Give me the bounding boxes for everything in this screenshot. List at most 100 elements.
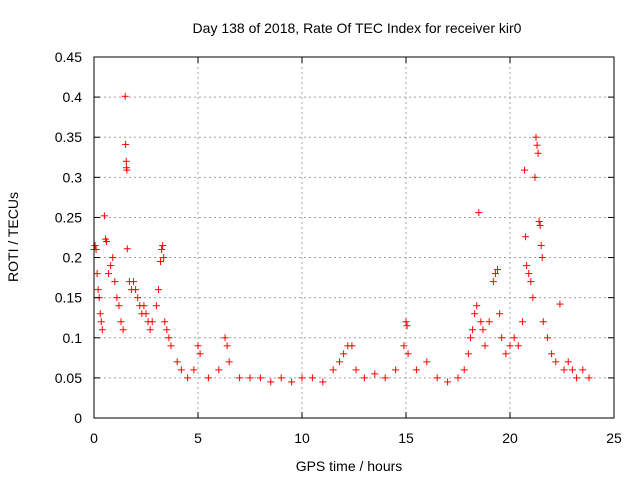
data-point <box>267 378 275 386</box>
y-tick-label: 0.15 <box>55 290 82 306</box>
data-point <box>163 326 171 334</box>
x-tick-label: 15 <box>398 430 414 446</box>
data-point <box>122 140 130 148</box>
data-point <box>160 254 168 262</box>
data-point <box>471 310 479 318</box>
data-point <box>158 246 166 254</box>
data-point <box>91 242 99 250</box>
data-point <box>477 318 485 326</box>
data-point <box>533 141 541 149</box>
data-point <box>165 334 173 342</box>
data-point <box>522 233 530 241</box>
y-tick-label: 0.3 <box>63 169 83 185</box>
data-point <box>167 342 175 350</box>
data-point <box>196 350 204 358</box>
grid-lines <box>94 57 614 418</box>
data-point <box>93 270 101 278</box>
data-point <box>552 358 560 366</box>
data-point <box>479 326 487 334</box>
data-point <box>221 334 229 342</box>
data-point <box>502 350 510 358</box>
x-axis-label: GPS time / hours <box>296 458 403 474</box>
data-point <box>371 370 379 378</box>
data-point <box>534 149 542 157</box>
data-point <box>404 350 412 358</box>
data-point <box>560 366 568 374</box>
data-point <box>402 318 410 326</box>
data-point <box>100 212 108 220</box>
data-point <box>152 302 160 310</box>
data-point <box>352 366 360 374</box>
data-point <box>535 217 543 225</box>
data-point <box>485 318 493 326</box>
data-point <box>454 374 462 382</box>
data-point <box>423 358 431 366</box>
data-point <box>157 258 165 266</box>
data-point <box>288 378 296 386</box>
data-point <box>117 318 125 326</box>
data-point <box>464 350 472 358</box>
data-point <box>97 318 105 326</box>
data-point <box>94 286 102 294</box>
data-point <box>98 326 106 334</box>
data-point <box>498 334 506 342</box>
data-point <box>564 358 572 366</box>
data-point <box>107 262 115 270</box>
data-point <box>215 366 223 374</box>
data-point <box>130 278 138 286</box>
data-point <box>527 278 535 286</box>
data-point <box>539 318 547 326</box>
y-tick-label: 0.05 <box>55 370 82 386</box>
data-point <box>256 374 264 382</box>
data-point <box>381 374 389 382</box>
data-point <box>298 374 306 382</box>
data-point <box>123 245 131 253</box>
data-point <box>543 334 551 342</box>
data-point <box>573 374 581 382</box>
data-point <box>109 254 117 262</box>
y-tick-label: 0.25 <box>55 209 82 225</box>
data-point <box>119 326 127 334</box>
x-tick-label: 10 <box>294 430 310 446</box>
x-tick-label: 20 <box>502 430 518 446</box>
data-point <box>489 278 497 286</box>
data-point <box>444 378 452 386</box>
data-point <box>132 286 140 294</box>
data-point <box>190 366 198 374</box>
data-point <box>579 366 587 374</box>
data-point <box>329 366 337 374</box>
y-tick-label: 0.2 <box>63 250 83 266</box>
data-point <box>568 366 576 374</box>
axis-ticks: 0 5 10 15 20 25 0 0.05 0.1 0.15 0.2 0.25 0.3 0.35 0.4 0… <box>55 49 622 446</box>
data-point <box>412 366 420 374</box>
data-point <box>134 294 142 302</box>
y-tick-label: 0.35 <box>55 129 82 145</box>
data-point <box>319 378 327 386</box>
data-point <box>514 342 522 350</box>
data-point <box>548 350 556 358</box>
data-point <box>102 238 110 246</box>
data-point <box>113 294 121 302</box>
data-point <box>335 358 343 366</box>
data-point <box>556 300 564 308</box>
data-point <box>105 270 113 278</box>
data-point <box>491 270 499 278</box>
data-point <box>510 334 518 342</box>
data-point <box>340 350 348 358</box>
data-point <box>111 278 119 286</box>
data-point <box>531 173 539 181</box>
chart-title: Day 138 of 2018, Rate Of TEC Index for r… <box>193 20 522 36</box>
data-point <box>537 242 545 250</box>
data-point <box>194 342 202 350</box>
y-tick-label: 0.4 <box>63 89 83 105</box>
data-point <box>469 326 477 334</box>
data-point <box>525 270 533 278</box>
data-points <box>90 92 593 386</box>
data-point <box>475 209 483 217</box>
data-point <box>473 302 481 310</box>
data-point <box>246 374 254 382</box>
y-tick-label: 0 <box>74 410 82 426</box>
x-tick-label: 5 <box>194 430 202 446</box>
data-point <box>159 242 167 250</box>
